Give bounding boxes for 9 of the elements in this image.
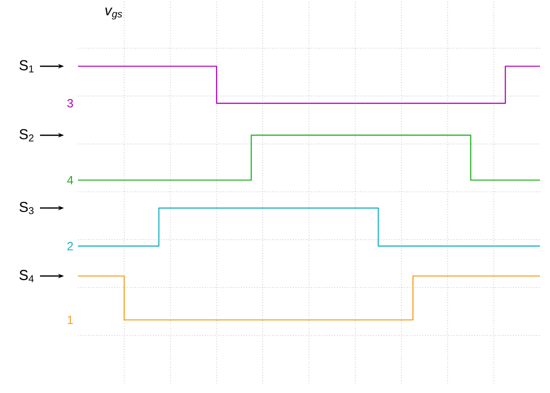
chart-title: v$_{gs}$ — [105, 8, 122, 20]
text: S$_{3}$ — [20, 202, 34, 214]
text: 3 — [67, 98, 73, 108]
series-label: 2 — [67, 242, 73, 250]
series-label: 4 — [67, 176, 74, 184]
text: S$_{1}$ — [20, 60, 34, 72]
text: S$_{2}$ — [20, 129, 34, 142]
text: S$_{4}$ — [20, 270, 34, 282]
text: 1 — [68, 316, 73, 324]
